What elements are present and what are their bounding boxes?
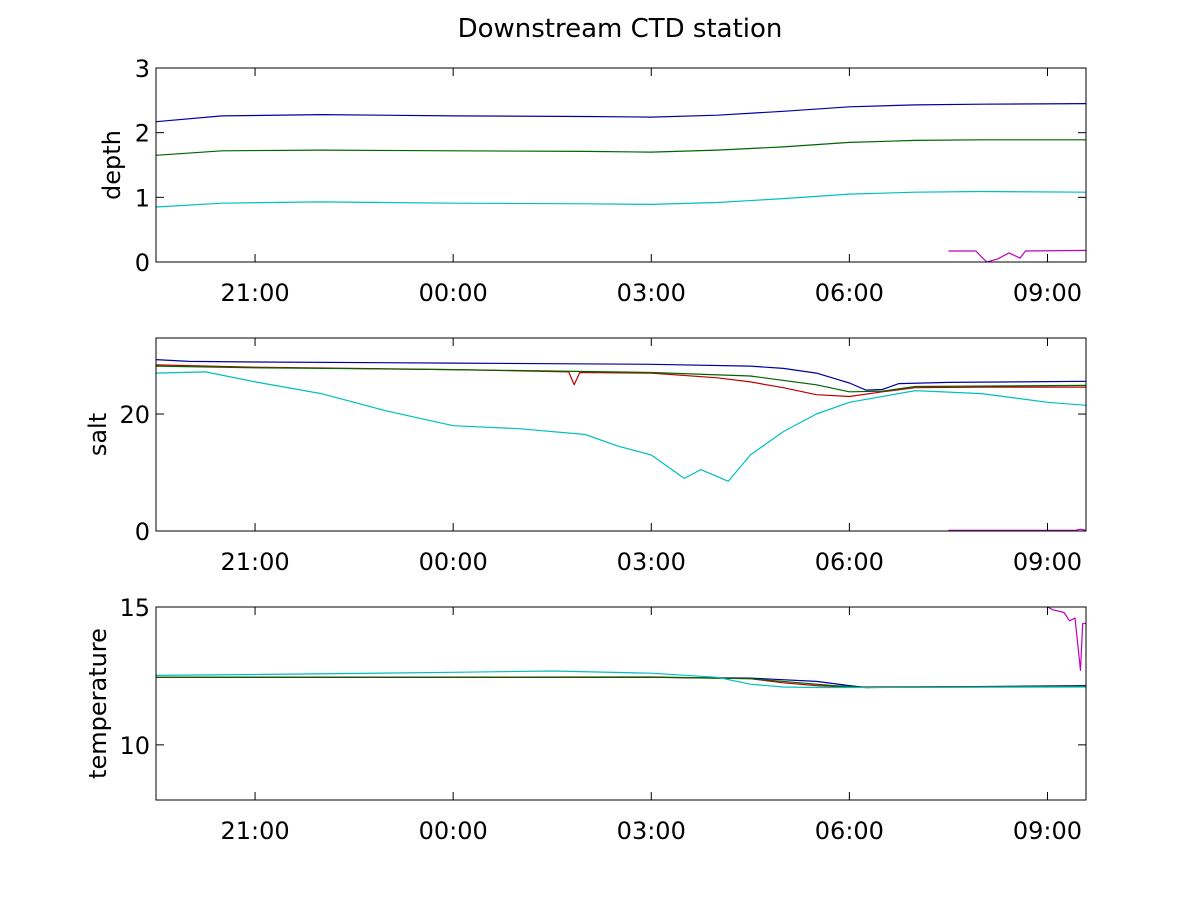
- series-line-2: [156, 676, 1086, 688]
- y-tick-label: 0: [135, 249, 150, 277]
- series-group: [156, 607, 1086, 689]
- x-tick-label: 09:00: [1013, 279, 1082, 307]
- y-axis-label: temperature: [84, 628, 112, 779]
- series-group: [156, 359, 1086, 531]
- y-tick-label: 1: [135, 184, 150, 212]
- x-tick-label: 21:00: [220, 548, 289, 576]
- x-tick-label: 21:00: [220, 279, 289, 307]
- y-tick-label: 15: [119, 594, 150, 622]
- x-tick-label: 00:00: [419, 548, 488, 576]
- series-line-1: [156, 103, 1086, 123]
- x-tick-label: 09:00: [1013, 548, 1082, 576]
- series-line-5: [1047, 607, 1086, 672]
- x-tick-label: 03:00: [617, 279, 686, 307]
- x-tick-label: 09:00: [1013, 817, 1082, 845]
- y-tick-label: 2: [135, 120, 150, 148]
- y-tick-label: 20: [119, 401, 150, 429]
- x-tick-label: 06:00: [815, 548, 884, 576]
- series-line-2: [156, 139, 1086, 156]
- y-axis-label: depth: [98, 130, 126, 200]
- axes-frame: [155, 606, 1087, 801]
- x-tick-label: 03:00: [617, 817, 686, 845]
- series-line-3: [156, 190, 1086, 208]
- series-line-4: [156, 670, 1086, 689]
- x-tick-label: 06:00: [815, 279, 884, 307]
- x-tick-label: 03:00: [617, 548, 686, 576]
- chart-panel-depth: 21:00 00:00 03:00 06:00 09:00 0 1 2 3 depth: [98, 55, 1087, 307]
- y-tick-label: 3: [135, 55, 150, 83]
- series-line-4: [156, 371, 1086, 482]
- series-line-3: [156, 676, 1086, 689]
- y-axis-label: salt: [84, 413, 112, 456]
- x-tick-label: 21:00: [220, 817, 289, 845]
- x-tick-label: 00:00: [419, 279, 488, 307]
- x-tick-label: 06:00: [815, 817, 884, 845]
- y-tick-label: 0: [135, 518, 150, 546]
- x-tick-label: 00:00: [419, 817, 488, 845]
- series-line-3: [156, 365, 1086, 393]
- series-group: [156, 103, 1086, 262]
- series-line-1: [156, 676, 1086, 689]
- series-line-5: [948, 528, 1086, 531]
- axes-frame: [155, 337, 1087, 532]
- series-line-4: [948, 249, 1086, 262]
- figure-title: Downstream CTD station: [457, 14, 783, 44]
- series-line-1: [156, 359, 1086, 391]
- axes-frame: [155, 67, 1087, 263]
- y-tick-label: 10: [119, 732, 150, 760]
